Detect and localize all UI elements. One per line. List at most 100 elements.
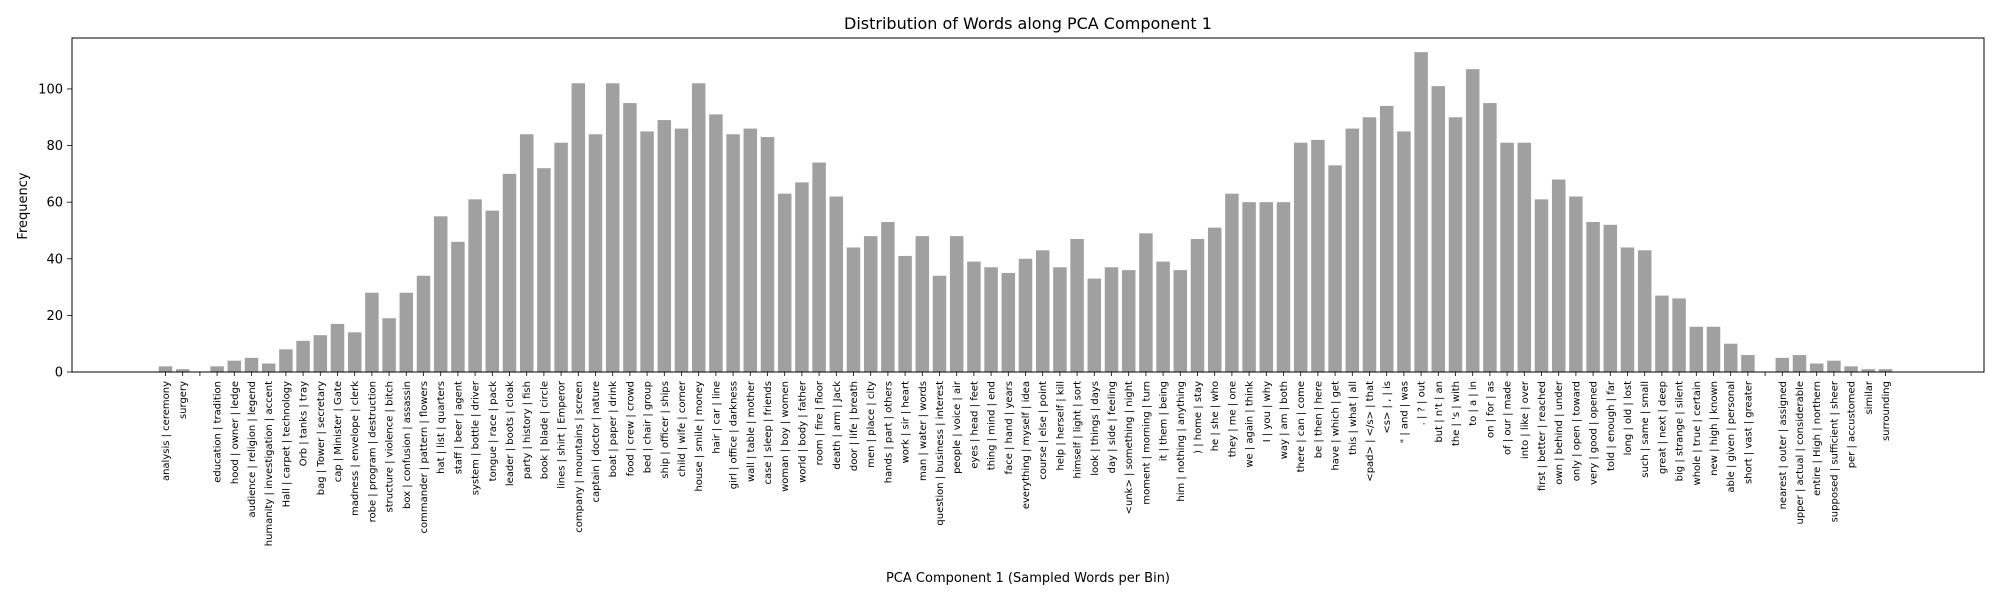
x-tick-label: analysis | ceremony <box>161 381 172 481</box>
x-tick-label: company | mountains | screen <box>574 381 585 533</box>
bar <box>1586 221 1600 372</box>
x-tick-label: only | open | toward <box>1571 381 1582 481</box>
x-tick-label: humanity | investigation | accent <box>264 381 275 546</box>
bar <box>347 332 362 372</box>
y-tick-label: 60 <box>46 196 63 211</box>
bar <box>1328 165 1342 372</box>
x-tick-label: " | and | was <box>1399 381 1410 443</box>
x-tick-label: lines | shirt | Emperor <box>557 380 568 489</box>
bar <box>588 134 603 372</box>
x-tick-label: this | what | all <box>1348 381 1359 455</box>
bars-layer <box>158 52 1893 373</box>
x-tick-label: surrounding <box>1881 381 1892 441</box>
bar <box>812 162 826 372</box>
x-tick-label: own | behind | under <box>1554 380 1565 485</box>
bar <box>485 210 500 372</box>
x-tick-label: be | then | here <box>1313 381 1324 458</box>
x-tick-label: cap | Minister | Gate <box>333 381 344 482</box>
x-tick-label: of | our | made <box>1503 381 1514 455</box>
x-tick-label: door | life | breath <box>849 381 860 471</box>
bar <box>502 173 517 372</box>
bar <box>1534 199 1549 372</box>
x-tick-label: Orb | tanks | tray <box>299 381 310 466</box>
bar <box>846 247 861 372</box>
bar <box>1844 366 1858 372</box>
x-tick-label: supposed | sufficient | sheer <box>1829 380 1840 522</box>
bar <box>1397 131 1411 372</box>
bar <box>382 318 396 372</box>
x-axis-title: PCA Component 1 (Sampled Words per Bin) <box>886 571 1170 586</box>
bar <box>605 83 620 372</box>
bar <box>623 103 637 372</box>
y-tick-label: 0 <box>55 366 63 381</box>
bar <box>1225 193 1239 372</box>
x-tick-label: per | accustomed <box>1847 381 1858 468</box>
x-tick-label: system | bottle | driver <box>471 380 482 495</box>
bar <box>1156 261 1170 372</box>
bar <box>1345 128 1360 372</box>
x-tick-label: day | side | feeling <box>1107 381 1118 473</box>
bar <box>1190 238 1205 372</box>
x-tick-label: leader | boots | cloak <box>505 381 516 486</box>
x-tick-label: surgery <box>178 381 189 419</box>
bar <box>1379 105 1394 373</box>
x-tick-label: similar <box>1864 380 1875 414</box>
x-tick-label: hands | part | others <box>883 381 894 483</box>
bar <box>1173 270 1188 372</box>
x-tick-label: madness | envelope | clerk <box>350 381 361 516</box>
x-tick-label: have | which | get <box>1331 381 1342 471</box>
bar <box>1018 258 1033 372</box>
x-tick-label: there | can | come <box>1296 381 1307 472</box>
x-tick-label: I | you | why <box>1262 381 1273 442</box>
x-tick-label: entire | High | northern <box>1812 381 1823 496</box>
bar <box>967 261 981 372</box>
bar <box>537 168 551 372</box>
bar <box>657 120 672 372</box>
bar <box>1121 270 1136 372</box>
bar <box>1207 227 1222 372</box>
x-tick-label: party | history | fish <box>522 381 533 479</box>
x-tick-label: eyes | head | feet <box>969 381 980 469</box>
bar <box>1672 298 1686 372</box>
x-tick-label: box | confusion | assassin <box>402 381 413 509</box>
x-tick-label: the | 's | with <box>1451 381 1462 446</box>
bar <box>279 349 293 372</box>
bar <box>915 236 930 372</box>
x-tick-label: man | water | words <box>918 381 929 481</box>
x-tick-label: wall | table | mother <box>746 380 757 482</box>
y-axis-ticks: 0 20 40 60 80 100 <box>38 82 72 381</box>
x-tick-label: able | given | personal <box>1726 381 1737 493</box>
x-tick-label: to | a | in <box>1468 381 1479 426</box>
bar <box>313 335 328 372</box>
x-tick-label: people | voice | air <box>952 380 963 474</box>
x-tick-label: <unk> | something | night <box>1124 381 1135 514</box>
y-axis-title: Frequency <box>16 172 31 239</box>
x-tick-label: case | sleep | friends <box>763 381 774 485</box>
bar <box>674 128 689 372</box>
x-tick-label: food | crew | crowd <box>625 381 636 476</box>
bar <box>1087 278 1102 372</box>
x-tick-label: on | for | as <box>1485 381 1496 438</box>
bar <box>1242 202 1256 372</box>
bar <box>1053 267 1067 372</box>
bar <box>433 216 448 372</box>
x-tick-label: ship | officer | ships <box>660 381 671 479</box>
bar <box>1603 224 1618 372</box>
x-tick-label: <s> | , | is <box>1382 381 1393 434</box>
bar <box>1070 238 1084 372</box>
x-tick-label: we | again | think <box>1245 381 1256 468</box>
x-tick-label: <pad> | </s> | that <box>1365 381 1376 482</box>
bar <box>1293 142 1308 372</box>
bar <box>691 83 706 372</box>
x-tick-label: girl | office | darkness <box>729 381 740 489</box>
bar <box>881 221 895 372</box>
x-tick-label: room | fire | floor <box>815 380 826 465</box>
bar <box>1362 117 1377 372</box>
bar <box>1620 247 1635 372</box>
x-tick-label: men | place | city <box>866 381 877 468</box>
bar <box>554 142 568 372</box>
bar <box>451 241 465 372</box>
x-tick-label: first | better | reached <box>1537 381 1548 491</box>
x-tick-label: he | she | who <box>1210 381 1221 451</box>
